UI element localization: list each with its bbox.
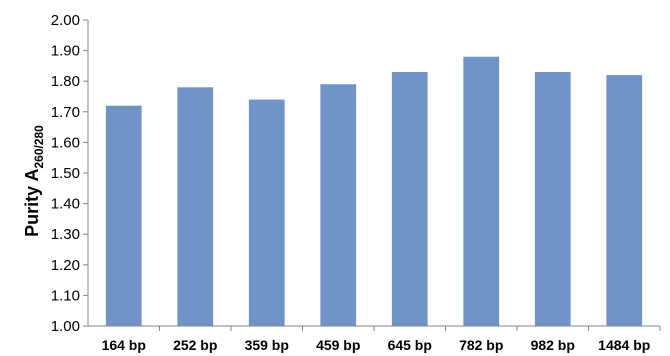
y-tick-label: 1.50 <box>51 165 80 182</box>
y-tick-label: 1.60 <box>51 134 80 151</box>
x-tick-label: 164 bp <box>102 337 146 353</box>
bar-782-bp <box>463 56 500 326</box>
x-tick-label: 1484 bp <box>598 337 650 353</box>
x-tick-label: 459 bp <box>316 337 360 353</box>
y-tick-label: 1.70 <box>51 104 80 121</box>
y-tick-label: 1.40 <box>51 196 80 213</box>
bars <box>105 56 643 327</box>
bar-164-bp <box>105 105 142 327</box>
y-tick-label: 1.00 <box>51 318 80 335</box>
bar-359-bp <box>248 99 285 326</box>
x-tick-label: 359 bp <box>245 337 289 353</box>
y-tick-label: 1.30 <box>51 226 80 243</box>
bar-1484-bp <box>606 75 643 326</box>
x-tick-label: 645 bp <box>388 337 432 353</box>
y-axis-label-group: Purity A260/280 <box>22 125 46 237</box>
x-tick-labels: 164 bp 252 bp 359 bp 459 bp 645 bp 782 bp 982 … <box>102 337 651 353</box>
bar-252-bp <box>177 87 214 326</box>
bar-645-bp <box>391 72 428 327</box>
y-tick-labels: 1.00 1.10 1.20 1.30 1.40 1.50 1.60 1.70 1.80 1.90… <box>51 12 80 335</box>
x-tick-label: 252 bp <box>173 337 217 353</box>
bar-459-bp <box>320 84 357 326</box>
y-tick-label: 1.10 <box>51 287 80 304</box>
axes <box>83 19 661 331</box>
y-axis-label-subscript: 260/280 <box>32 125 46 169</box>
x-tick-label: 782 bp <box>459 337 503 353</box>
x-tick-label: 982 bp <box>531 337 575 353</box>
y-tick-label: 1.90 <box>51 43 80 60</box>
y-tick-label: 1.20 <box>51 257 80 274</box>
bar-982-bp <box>534 72 571 327</box>
y-tick-label: 1.80 <box>51 73 80 90</box>
y-tick-label: 2.00 <box>51 12 80 29</box>
y-axis-label: Purity A260/280 <box>22 125 46 237</box>
y-axis-label-main: Purity A <box>22 169 42 237</box>
